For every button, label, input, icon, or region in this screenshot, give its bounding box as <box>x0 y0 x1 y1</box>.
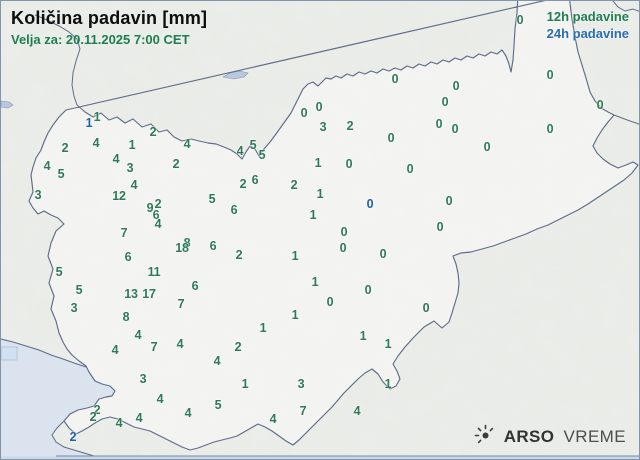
coastline <box>1 338 87 368</box>
legend: 12h padavine 24h padavine <box>547 8 629 42</box>
legend-12h-toggle[interactable]: 12h padavine <box>546 9 629 24</box>
bottom-strip <box>1 456 639 459</box>
border-topright <box>612 1 639 12</box>
slovenia-fill <box>29 1 638 450</box>
border-hungary-croatia <box>613 114 639 125</box>
page-title: Količina padavin [mm] <box>11 8 208 28</box>
brand-product: VREME <box>563 426 626 446</box>
brand-text: ARSO VREME <box>504 427 626 447</box>
lake-icon <box>1 100 14 109</box>
border-italy-austria <box>34 14 81 106</box>
valid-time-label: Velja za: 20.11.2025 7:00 CET <box>11 32 190 47</box>
legend-24h-toggle[interactable]: 24h padavine <box>546 26 629 41</box>
arso-vreme-logo: ARSO VREME <box>473 423 626 450</box>
sea-adriatic <box>1 339 115 459</box>
left-edge-patch <box>1 346 18 361</box>
sun-icon <box>473 423 495 450</box>
slovenia-border <box>28 1 639 451</box>
brand-agency: ARSO <box>503 426 555 446</box>
map-header: Količina padavin [mm] Velja za: 20.11.20… <box>11 8 207 47</box>
